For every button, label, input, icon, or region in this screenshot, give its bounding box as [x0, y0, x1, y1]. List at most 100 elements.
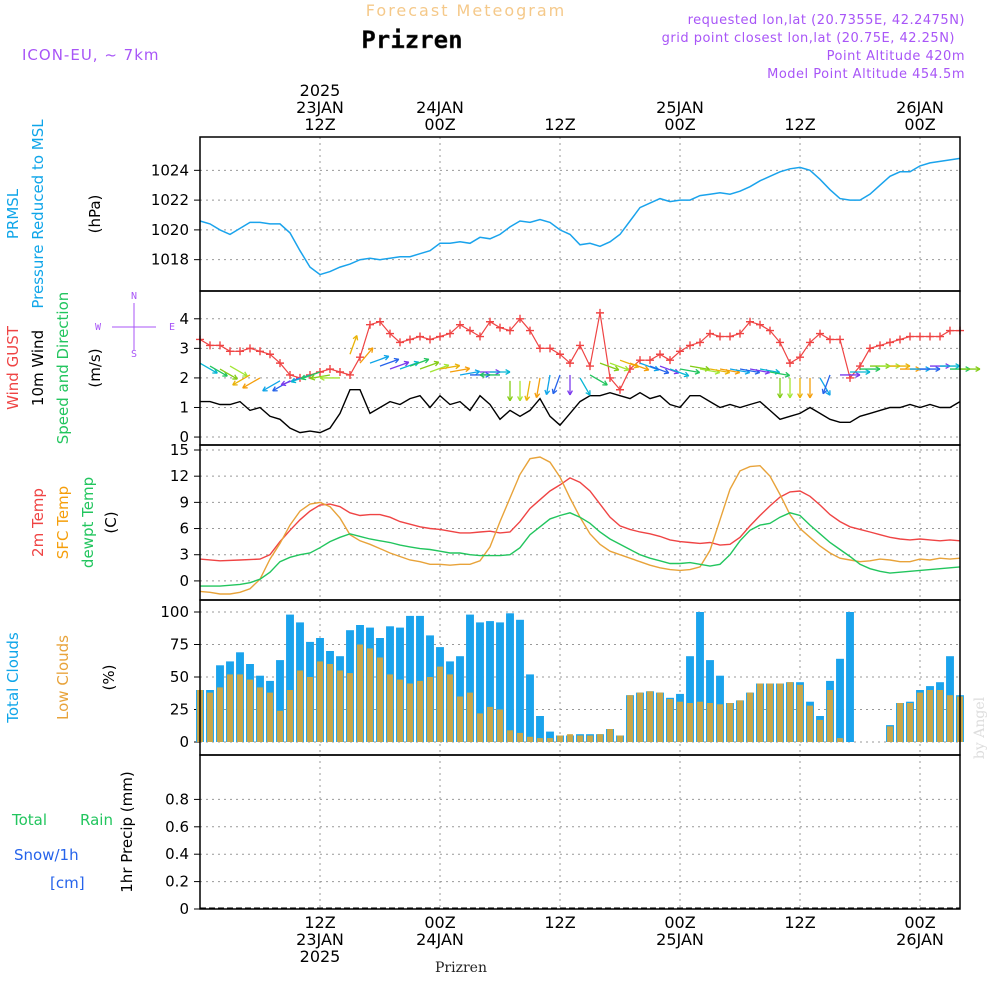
model-label: ICON-EU, ~ 7km — [22, 46, 160, 64]
wind-arrow-head — [517, 396, 523, 402]
low-cloud-bar — [787, 682, 793, 742]
wind-arrow-head — [821, 388, 828, 395]
low-cloud-bar — [757, 683, 763, 742]
low-cloud-bar — [617, 735, 623, 742]
low-cloud-bar — [407, 683, 413, 742]
y-axis-label: (%) — [100, 665, 118, 691]
y-axis-label: (C) — [102, 511, 120, 533]
gust-marker — [376, 317, 384, 326]
wind-arrow-head — [393, 357, 400, 364]
wind-arrow — [525, 380, 531, 401]
y-tick-label: 15 — [170, 441, 189, 459]
wind-arrow — [589, 374, 608, 386]
wind-arrow — [429, 364, 450, 373]
total-cloud-bar — [706, 660, 714, 742]
low-cloud-bar — [267, 692, 273, 742]
time-label-bottom: 00Z — [664, 913, 695, 932]
low-cloud-bar — [687, 703, 693, 742]
gust-marker — [206, 341, 214, 350]
gust-marker — [946, 326, 954, 335]
wind-arrow-head — [242, 371, 248, 377]
gust-marker — [896, 335, 904, 344]
low-cloud-bar — [797, 684, 803, 742]
wind-arrow — [719, 368, 740, 374]
low-cloud-bar — [397, 679, 403, 742]
gust-marker — [426, 335, 434, 344]
wind-arrow — [535, 377, 541, 398]
low-cloud-bar — [497, 709, 503, 742]
wind-arrow — [389, 361, 410, 370]
y-tick-label: 1022 — [151, 191, 189, 209]
wind-arrow-head — [454, 363, 461, 370]
y-tick-label: 1020 — [151, 221, 189, 239]
wind-speed-line — [200, 389, 961, 434]
low-cloud-bar — [627, 695, 633, 742]
wind-arrow — [359, 347, 374, 364]
gust-marker — [656, 350, 664, 359]
wind-arrow-head — [352, 334, 359, 341]
wind-arrow — [759, 368, 780, 374]
y-tick-label: 1018 — [151, 251, 189, 269]
y-axis-label: (hPa) — [86, 195, 104, 234]
wind-arrow — [459, 370, 480, 376]
gust-marker — [576, 341, 584, 350]
gust-marker — [606, 373, 614, 382]
low-cloud-bar — [317, 661, 323, 742]
wind-arrow-head — [663, 368, 670, 375]
wind-arrow — [709, 368, 730, 374]
time-label-bottom: 25JAN — [656, 930, 704, 949]
gust-marker — [266, 350, 274, 359]
compass-label: N — [131, 291, 137, 302]
gust-marker — [236, 347, 244, 356]
low-cloud-bar — [597, 734, 603, 742]
wind-arrow — [439, 364, 460, 370]
gust-marker — [556, 350, 564, 359]
wind-arrow — [729, 368, 750, 374]
low-cloud-bar — [577, 735, 583, 742]
gust-marker — [446, 329, 454, 338]
gust-marker — [866, 344, 874, 353]
gust-marker — [466, 326, 474, 335]
y-tick-label: 0 — [179, 572, 189, 590]
gust-marker — [476, 332, 484, 341]
y-axis-label: Wind GUST — [4, 325, 22, 410]
gust-marker — [786, 359, 794, 368]
low-cloud-bar — [557, 735, 563, 742]
total-cloud-bar — [536, 716, 544, 742]
low-cloud-bar — [457, 696, 463, 742]
wind-arrow-head — [507, 396, 513, 402]
wind-arrow-head — [551, 388, 558, 395]
low-cloud-bar — [227, 674, 233, 742]
gust-marker — [336, 368, 344, 376]
wind-arrow-head — [905, 363, 911, 370]
panel-frame — [199, 136, 961, 292]
wind-arrow-head — [505, 369, 511, 375]
wind-arrow-head — [613, 365, 620, 372]
y-tick-label: 100 — [160, 603, 189, 621]
wind-arrow — [669, 368, 690, 377]
total-cloud-bar — [846, 612, 854, 742]
wind-arrow-head — [787, 393, 793, 399]
low-cloud-bar — [667, 699, 673, 742]
y-axis-label: Speed and Direction — [54, 292, 72, 445]
wind-arrow-head — [875, 366, 881, 373]
gust-marker — [216, 341, 224, 350]
compass-label: W — [95, 322, 102, 333]
gust-marker — [276, 359, 284, 368]
wind-arrow — [629, 362, 650, 371]
low-cloud-bar — [707, 703, 713, 742]
wind-arrow-head — [242, 383, 248, 389]
wind-arrow-head — [544, 389, 551, 396]
low-cloud-bar — [637, 692, 643, 742]
wind-arrow-head — [825, 390, 831, 396]
time-label-bottom: 12Z — [304, 913, 335, 932]
low-cloud-bar — [737, 700, 743, 742]
footer-location: Prizren — [435, 960, 487, 976]
total-cloud-bar — [526, 674, 534, 742]
low-cloud-bar — [247, 679, 253, 742]
wind-arrow-head — [602, 380, 608, 386]
gust-marker — [346, 370, 354, 379]
